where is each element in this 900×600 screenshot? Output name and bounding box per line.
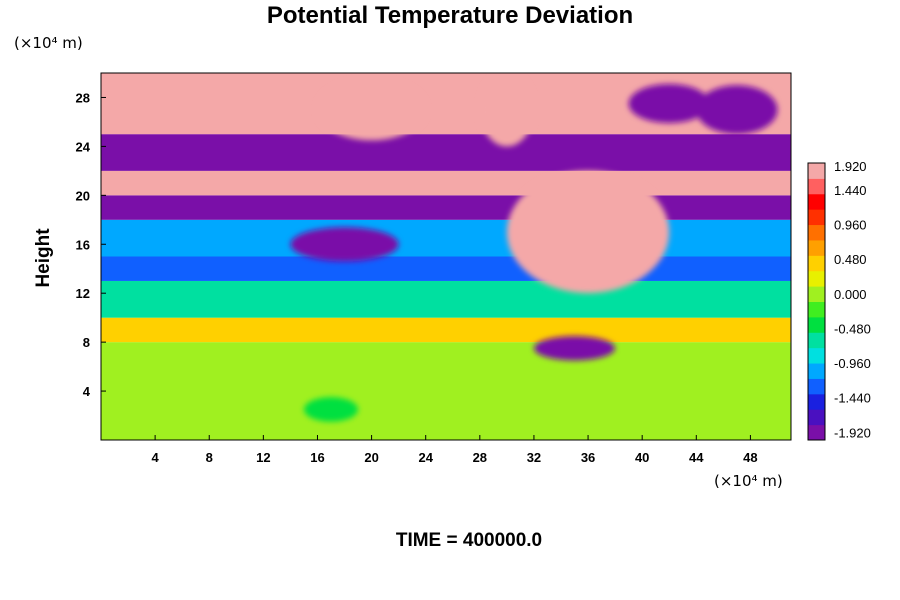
x-tick-label: 48	[743, 450, 757, 465]
colorbar-segment	[808, 178, 825, 195]
colorbar-tick-label: -1.920	[834, 425, 871, 440]
heatmap-feature-3	[479, 73, 534, 147]
x-tick-label: 36	[581, 450, 595, 465]
colorbar-tick-label: -0.480	[834, 321, 871, 336]
heatmap-band-2	[101, 280, 791, 318]
x-axis: 4 8 12 16 20 24 28 32 36 40 44 48	[152, 435, 758, 465]
heatmap-band-7	[101, 134, 791, 171]
colorbar-tick-label: 0.960	[834, 218, 867, 233]
x-tick-label: 20	[364, 450, 378, 465]
colorbar-segment	[808, 409, 825, 426]
heatmap-band-1	[101, 317, 791, 343]
heatmap-feature-2	[290, 227, 399, 262]
heatmap-band-3	[101, 256, 791, 281]
heatmap-plot-area	[101, 73, 791, 440]
colorbar-tick-label: -0.960	[834, 356, 871, 371]
chart-title: Potential Temperature Deviation	[266, 2, 634, 29]
heatmap-feature-1	[533, 336, 616, 361]
colorbar-tick-label: 0.000	[834, 287, 867, 302]
heatmap-feature-7	[303, 397, 359, 422]
colorbar-frame	[807, 162, 826, 441]
colorbar-segment	[808, 286, 825, 302]
heatmap-features	[290, 73, 778, 422]
colorbar-tick-label: 1.440	[834, 183, 867, 198]
colorbar-tick-label: 1.920	[834, 159, 867, 174]
x-tick-label: 4	[152, 450, 160, 465]
y-tick-label: 28	[76, 90, 90, 105]
colorbar-segment	[808, 255, 825, 272]
colorbar-segment	[808, 332, 825, 349]
x-tick-label: 40	[635, 450, 649, 465]
colorbar-segment	[808, 424, 825, 441]
y-axis: 4 8 12 16 20 24 28	[76, 90, 106, 399]
heatmap-band-5	[101, 195, 791, 220]
y-axis-unit: (×10⁴ m)	[14, 34, 83, 52]
heatmap-feature-6	[696, 85, 778, 135]
time-label: TIME = 400000.0	[395, 530, 543, 551]
heatmap-feature-0	[506, 170, 670, 294]
colorbar-segment	[808, 301, 825, 318]
heatmap-feature-4	[317, 79, 426, 141]
colorbar-segment	[808, 193, 825, 210]
heatmap-feature-5	[628, 84, 710, 124]
y-tick-label: 8	[83, 335, 90, 350]
colorbar-segment	[808, 163, 825, 179]
heatmap-band-0	[101, 342, 791, 440]
colorbar-segment	[808, 378, 825, 395]
colorbar-segment	[808, 224, 825, 241]
y-tick-label: 12	[76, 286, 90, 301]
x-tick-label: 12	[256, 450, 270, 465]
colorbar	[807, 162, 826, 441]
x-axis-unit: (×10⁴ m)	[714, 472, 783, 490]
plot-frame	[100, 72, 792, 441]
colorbar-segment	[808, 347, 825, 364]
x-tick-label: 28	[473, 450, 487, 465]
heatmap-band-4	[101, 219, 791, 257]
x-tick-label: 32	[527, 450, 541, 465]
colorbar-segment	[808, 363, 825, 379]
x-tick-label: 8	[206, 450, 213, 465]
y-tick-label: 20	[76, 188, 90, 203]
x-tick-label: 44	[689, 450, 704, 465]
colorbar-segment	[808, 316, 825, 333]
colorbar-segment	[808, 209, 825, 226]
colorbar-tick-label: -1.440	[834, 391, 871, 406]
colorbar-segment	[808, 239, 825, 256]
heatmap-band-6	[101, 170, 791, 196]
x-tick-label: 16	[310, 450, 324, 465]
y-tick-label: 4	[83, 384, 91, 399]
y-tick-label: 16	[76, 237, 90, 252]
colorbar-segment	[808, 393, 825, 410]
colorbar-tick-label: 0.480	[834, 252, 867, 267]
x-tick-label: 24	[418, 450, 433, 465]
colorbar-labels: 1.920 1.440 0.960 0.480 0.000 -0.480 -0.960 -1.…	[834, 159, 871, 440]
colorbar-segment	[808, 270, 825, 287]
y-tick-label: 24	[76, 139, 91, 154]
